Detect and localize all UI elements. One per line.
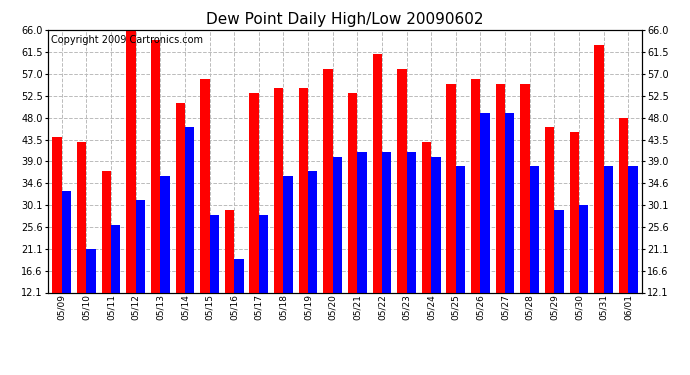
- Bar: [308, 171, 317, 292]
- Bar: [520, 84, 530, 292]
- Bar: [530, 166, 539, 292]
- Bar: [446, 84, 456, 292]
- Bar: [373, 54, 382, 292]
- Bar: [52, 137, 62, 292]
- Bar: [495, 84, 505, 292]
- Text: Copyright 2009 Cartronics.com: Copyright 2009 Cartronics.com: [51, 35, 204, 45]
- Bar: [234, 259, 244, 292]
- Bar: [200, 79, 210, 292]
- Bar: [160, 176, 170, 292]
- Bar: [126, 30, 136, 292]
- Bar: [250, 93, 259, 292]
- Bar: [397, 69, 406, 292]
- Bar: [284, 176, 293, 292]
- Bar: [86, 249, 96, 292]
- Bar: [175, 103, 185, 292]
- Bar: [554, 210, 564, 292]
- Bar: [545, 128, 554, 292]
- Bar: [579, 206, 589, 292]
- Bar: [185, 128, 195, 292]
- Bar: [422, 142, 431, 292]
- Bar: [406, 152, 416, 292]
- Bar: [382, 152, 391, 292]
- Bar: [151, 40, 160, 292]
- Bar: [505, 113, 515, 292]
- Bar: [348, 93, 357, 292]
- Bar: [299, 88, 308, 292]
- Bar: [628, 166, 638, 292]
- Bar: [480, 113, 490, 292]
- Bar: [569, 132, 579, 292]
- Bar: [225, 210, 234, 292]
- Bar: [210, 215, 219, 292]
- Bar: [604, 166, 613, 292]
- Bar: [471, 79, 480, 292]
- Bar: [136, 201, 145, 292]
- Bar: [77, 142, 86, 292]
- Bar: [456, 166, 465, 292]
- Bar: [111, 225, 121, 292]
- Bar: [431, 157, 440, 292]
- Bar: [324, 69, 333, 292]
- Bar: [259, 215, 268, 292]
- Bar: [594, 45, 604, 292]
- Bar: [101, 171, 111, 292]
- Bar: [357, 152, 366, 292]
- Title: Dew Point Daily High/Low 20090602: Dew Point Daily High/Low 20090602: [206, 12, 484, 27]
- Bar: [619, 118, 628, 292]
- Bar: [274, 88, 284, 292]
- Bar: [62, 191, 71, 292]
- Bar: [333, 157, 342, 292]
